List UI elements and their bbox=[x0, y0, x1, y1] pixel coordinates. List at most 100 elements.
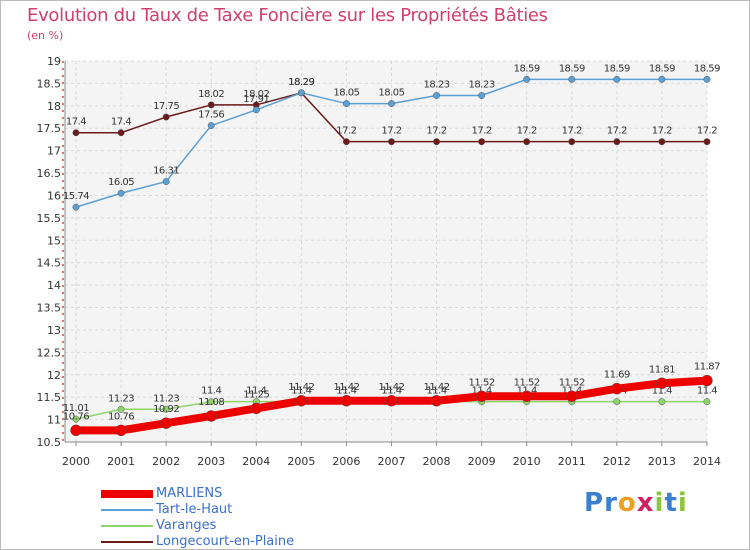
y-tick-label: 11.5 bbox=[37, 391, 62, 404]
data-label-marliens: 11.42 bbox=[423, 382, 449, 393]
data-point-longecourt-en-plaine bbox=[658, 138, 666, 146]
data-label-marliens: 11.87 bbox=[694, 362, 720, 373]
data-label-marliens: 10.76 bbox=[108, 411, 134, 422]
data-label-longecourt-en-plaine: 17.2 bbox=[517, 126, 537, 137]
data-label-longecourt-en-plaine: 17.2 bbox=[471, 126, 491, 137]
data-label-longecourt-en-plaine: 17.2 bbox=[426, 126, 446, 137]
data-label-varanges: 11.4 bbox=[246, 386, 266, 397]
data-point-longecourt-en-plaine bbox=[478, 138, 486, 146]
y-tick-label: 15.5 bbox=[37, 212, 62, 225]
data-point-marliens bbox=[520, 390, 533, 403]
data-point-longecourt-en-plaine bbox=[72, 129, 80, 137]
data-label-longecourt-en-plaine: 17.2 bbox=[607, 126, 627, 137]
data-point-tart-le-haut bbox=[703, 75, 711, 83]
x-tick-label: 2006 bbox=[332, 455, 360, 468]
data-point-varanges bbox=[703, 398, 711, 406]
data-point-varanges bbox=[207, 398, 215, 406]
data-point-longecourt-en-plaine bbox=[613, 138, 621, 146]
proxiti-logo: Proxiti bbox=[584, 488, 688, 518]
legend-swatch bbox=[101, 525, 153, 527]
legend-swatch bbox=[101, 490, 153, 498]
y-tick-label: 13 bbox=[47, 324, 61, 337]
logo-letter: r bbox=[604, 488, 618, 518]
data-label-tart-le-haut: 16.05 bbox=[108, 177, 134, 188]
y-axis-unit: (en %) bbox=[27, 29, 64, 42]
data-label-longecourt-en-plaine: 17.2 bbox=[336, 126, 356, 137]
x-tick-label: 2008 bbox=[423, 455, 451, 468]
data-point-tart-le-haut bbox=[613, 75, 621, 83]
data-point-marliens bbox=[70, 424, 82, 437]
data-label-tart-le-haut: 18.59 bbox=[559, 63, 585, 74]
data-label-varanges: 11.4 bbox=[291, 386, 311, 397]
data-label-longecourt-en-plaine: 18.02 bbox=[198, 89, 224, 100]
data-point-tart-le-haut bbox=[568, 75, 576, 83]
y-tick-label: 12 bbox=[47, 369, 61, 382]
data-point-tart-le-haut bbox=[207, 122, 215, 129]
data-label-marliens: 11.52 bbox=[559, 377, 585, 388]
data-label-longecourt-en-plaine: 18.02 bbox=[243, 89, 269, 100]
data-label-tart-le-haut: 18.05 bbox=[333, 88, 359, 99]
data-point-tart-le-haut bbox=[297, 89, 305, 97]
data-point-longecourt-en-plaine bbox=[388, 138, 395, 146]
data-label-marliens: 11.42 bbox=[288, 382, 314, 393]
data-label-tart-le-haut: 18.29 bbox=[288, 77, 314, 88]
data-label-marliens: 11.42 bbox=[378, 382, 404, 393]
data-label-tart-le-haut: 18.23 bbox=[423, 80, 449, 91]
data-label-longecourt-en-plaine: 17.4 bbox=[66, 117, 86, 128]
data-label-marliens: 11.25 bbox=[243, 389, 269, 400]
data-point-marliens bbox=[160, 417, 172, 429]
data-label-varanges: 11.4 bbox=[336, 386, 356, 397]
y-tick-label: 18 bbox=[47, 100, 61, 113]
data-point-longecourt-en-plaine bbox=[523, 138, 531, 146]
data-point-tart-le-haut bbox=[658, 75, 666, 83]
logo-letter: x bbox=[636, 488, 655, 518]
data-point-tart-le-haut bbox=[478, 92, 486, 99]
data-point-tart-le-haut bbox=[117, 189, 125, 197]
legend-swatch bbox=[101, 541, 153, 543]
x-tick-label: 2005 bbox=[287, 455, 315, 468]
y-tick-label: 13.5 bbox=[37, 302, 62, 315]
data-point-marliens bbox=[385, 395, 398, 407]
legend-swatch bbox=[101, 509, 153, 511]
data-label-varanges: 11.01 bbox=[63, 403, 89, 414]
data-label-varanges: 11.4 bbox=[426, 386, 446, 397]
logo-letter: o bbox=[617, 488, 637, 518]
data-label-longecourt-en-plaine: 18.29 bbox=[288, 77, 314, 88]
x-tick-label: 2002 bbox=[152, 455, 180, 468]
x-tick-label: 2011 bbox=[558, 455, 586, 468]
data-label-marliens: 11.42 bbox=[333, 382, 359, 393]
data-point-marliens bbox=[340, 395, 353, 407]
data-label-tart-le-haut: 18.23 bbox=[469, 80, 495, 91]
data-point-varanges bbox=[162, 405, 170, 413]
data-label-longecourt-en-plaine: 17.4 bbox=[111, 117, 131, 128]
y-tick-label: 12.5 bbox=[37, 346, 62, 359]
legend-label: Longecourt-en-Plaine bbox=[156, 534, 295, 549]
x-tick-label: 2001 bbox=[107, 455, 135, 468]
y-tick-label: 17 bbox=[47, 145, 61, 158]
data-point-marliens bbox=[475, 390, 488, 403]
data-label-tart-le-haut: 18.59 bbox=[649, 63, 675, 74]
data-label-tart-le-haut: 17.56 bbox=[198, 110, 224, 121]
data-point-longecourt-en-plaine bbox=[568, 138, 576, 146]
data-point-marliens bbox=[566, 390, 578, 403]
data-point-marliens bbox=[701, 374, 713, 387]
y-tick-label: 18.5 bbox=[37, 77, 62, 90]
data-label-varanges: 11.23 bbox=[153, 393, 179, 404]
data-label-varanges: 11.4 bbox=[201, 386, 221, 397]
data-label-longecourt-en-plaine: 17.2 bbox=[381, 126, 401, 137]
data-label-marliens: 11.52 bbox=[514, 377, 540, 388]
logo-letter: i bbox=[654, 488, 665, 518]
data-point-marliens bbox=[611, 382, 623, 395]
data-label-tart-le-haut: 18.59 bbox=[604, 63, 630, 74]
y-tick-label: 16.5 bbox=[37, 167, 62, 180]
logo-letter: t bbox=[664, 488, 678, 518]
data-point-varanges bbox=[658, 398, 666, 406]
legend-label: Tart-le-Haut bbox=[156, 502, 233, 517]
data-point-longecourt-en-plaine bbox=[207, 101, 215, 109]
data-point-longecourt-en-plaine bbox=[117, 129, 125, 137]
logo-letter: i bbox=[677, 488, 688, 518]
x-tick-label: 2014 bbox=[693, 455, 721, 468]
data-label-varanges: 11.4 bbox=[381, 386, 401, 397]
data-point-marliens bbox=[115, 424, 127, 437]
